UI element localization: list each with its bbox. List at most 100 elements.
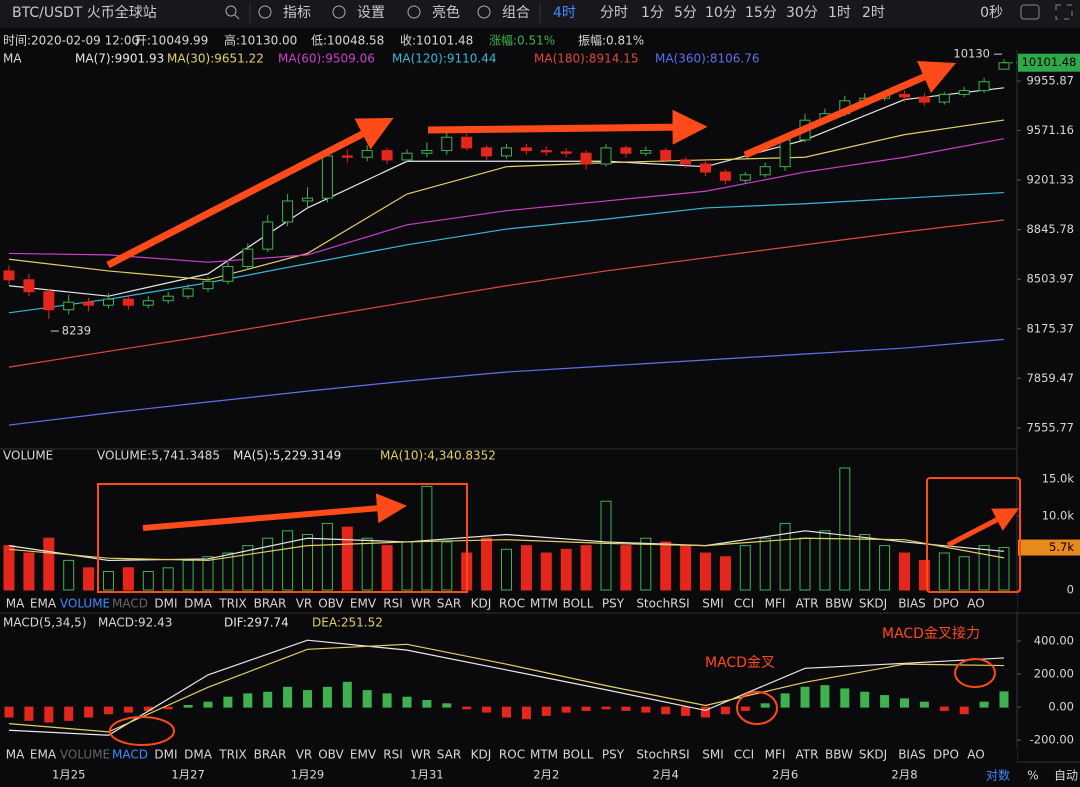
y-tick-label: 8503.97 [1026,272,1074,286]
indicator-tab[interactable]: SKDJ [859,597,887,611]
indicator-tab[interactable]: ATR [796,597,819,611]
indicator-tab[interactable]: BRAR [254,597,287,611]
indicator-line [8,643,1005,733]
indicator-tab[interactable]: WR [411,597,431,611]
footer-toggle[interactable]: 自动 [1054,769,1078,783]
fullscreen-icon[interactable] [1055,4,1073,20]
indicator-tab[interactable]: AO [967,748,984,762]
indicator-tab[interactable]: EMV [350,597,377,611]
candle-body [501,147,512,157]
interval[interactable]: 15分 [745,5,777,21]
search-icon[interactable] [225,5,237,17]
toolbar-button[interactable]: 亮色 [432,4,460,21]
volume-bar [958,556,970,591]
indicator-tab[interactable]: MA [6,748,25,762]
indicator-tab[interactable]: DMI [154,597,177,611]
indicator-tab[interactable]: BBW [825,748,853,762]
indicator-tab[interactable]: DMI [154,748,177,762]
indicator-tab[interactable]: EMA [30,748,57,762]
indicator-tab[interactable]: RSI [383,597,403,611]
y-tick-label: 15.0k [1042,472,1075,486]
indicator-tab[interactable]: TRIX [218,748,246,762]
annotation-arrow [743,60,957,159]
indicator-tab[interactable]: PSY [602,748,625,762]
search-icon [234,14,240,20]
indicator-tab[interactable]: VR [296,597,313,611]
indicator-tab[interactable]: DPO [933,748,959,762]
macd-bar [820,685,830,708]
highlight-circle [954,658,996,688]
indicator-tab[interactable]: RSI [383,748,403,762]
indicator-tab[interactable]: BOLL [563,597,594,611]
interval[interactable]: 10分 [705,5,737,21]
interval[interactable]: 5分 [674,5,697,21]
legend-entry: MA(180):8914.15 [534,52,639,66]
macd-bar [303,690,312,708]
indicator-tab[interactable]: SMI [702,748,724,762]
indicator-tab[interactable]: StochRSI [636,597,689,611]
indicator-tab[interactable]: ROC [499,748,525,762]
interval[interactable]: 1时 [828,5,851,21]
toolbar-button[interactable]: 指标 [283,5,311,21]
indicator-tab[interactable]: BIAS [898,748,926,762]
symbol[interactable]: BTC/USDT 火币全球站 [12,4,157,21]
candle-body [302,197,313,202]
indicator-tab[interactable]: ROC [499,597,525,611]
indicator-tab[interactable]: EMA [30,597,57,611]
indicator-tab[interactable]: VOLUME [60,748,110,762]
indicator-tab[interactable]: MFI [765,597,786,611]
indicator-tab[interactable]: VOLUME [60,597,110,611]
toolbar-button[interactable]: 组合 [502,5,530,21]
footer-toggle[interactable]: 对数 [986,768,1010,783]
indicator-tab[interactable]: WR [411,748,431,762]
indicator-tab[interactable]: MTM [530,748,558,762]
indicator-tab[interactable]: MFI [765,748,786,762]
indicator-tab[interactable]: MTM [530,597,558,611]
indicator-tab[interactable]: BIAS [898,597,926,611]
interval[interactable]: 1分 [641,5,664,21]
indicator-tab[interactable]: SAR [437,597,461,611]
indicator-tab[interactable]: SKDJ [859,748,887,762]
volume-bar [680,545,692,591]
y-tick-label: -200.00 [1030,733,1074,747]
indicator-tab[interactable]: SAR [437,748,461,762]
interval[interactable]: 4时 [553,5,576,21]
footer-toggle[interactable]: % [1027,769,1038,783]
indicator-tab[interactable]: MACD [112,748,148,762]
indicator-tab[interactable]: OBV [318,597,344,611]
indicator-tab[interactable]: DPO [933,597,959,611]
indicator-tab[interactable]: StochRSI [636,748,689,762]
indicator-tab[interactable]: OBV [318,748,344,762]
indicator-tab[interactable]: BBW [825,597,853,611]
indicator-tab[interactable]: DMA [184,748,213,762]
indicator-tab[interactable]: PSY [602,597,625,611]
indicator-tab[interactable]: ATR [796,748,819,762]
indicator-tab[interactable]: DMA [184,597,213,611]
indicator-tab[interactable]: KDJ [471,748,492,762]
toolbar-button[interactable]: 设置 [357,5,385,21]
indicator-tab[interactable]: BRAR [254,748,287,762]
tab-row-bg [0,747,1017,763]
indicator-tab[interactable]: EMV [350,748,377,762]
interval[interactable]: 30分 [786,5,818,21]
indicator-tab[interactable]: VR [296,748,313,762]
x-tick-label: 1月27 [171,768,204,782]
indicator-tab[interactable]: SMI [702,597,724,611]
indicator-tab[interactable]: CCI [734,597,754,611]
interval[interactable]: 分时 [600,5,628,21]
volume-bar [282,530,294,591]
indicator-tab[interactable]: MACD [112,597,148,611]
y-tick-label: 7859.47 [1026,371,1074,385]
indicator-tab[interactable]: CCI [734,748,754,762]
volume-bar [580,545,592,591]
indicator-tab[interactable]: AO [967,597,984,611]
legend-entry: MA(30):9651.22 [167,52,264,66]
indicator-tab[interactable]: BOLL [563,748,594,762]
y-tick-label: 0 [1067,583,1074,597]
indicator-tab[interactable]: KDJ [471,597,492,611]
camera-icon[interactable] [1020,4,1040,20]
button-icon [258,5,272,19]
indicator-tab[interactable]: MA [6,597,25,611]
interval[interactable]: 2时 [862,5,885,21]
indicator-tab[interactable]: TRIX [218,597,246,611]
